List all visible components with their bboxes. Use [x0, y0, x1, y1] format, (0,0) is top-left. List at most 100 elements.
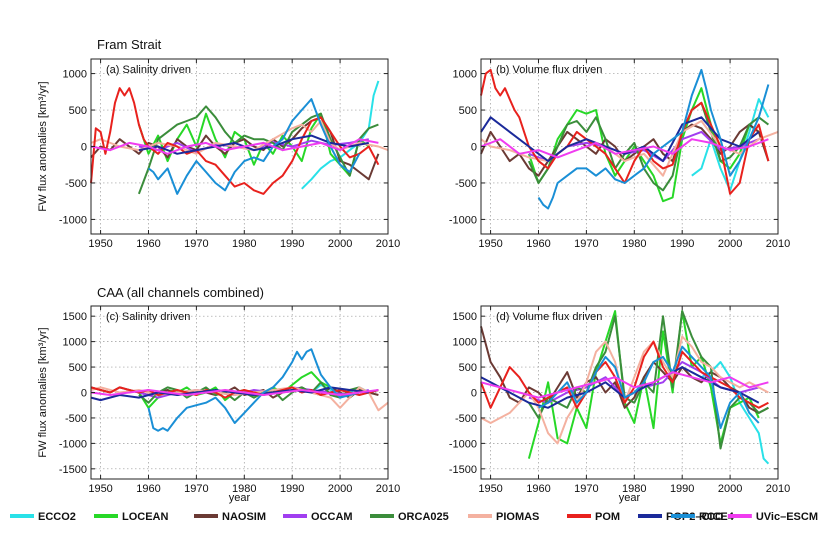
y-tick-label: 0: [81, 388, 87, 400]
x-tick-label: 1990: [280, 238, 304, 250]
y-tick-label: 500: [69, 105, 87, 117]
series-line-rco: [537, 68, 770, 210]
y-tick-label: -1000: [449, 438, 477, 450]
y-tick-label: -1500: [59, 464, 87, 476]
y-tick-label: -500: [65, 413, 87, 425]
y-tick-label: 500: [459, 362, 477, 374]
x-tick-label: 2000: [718, 238, 742, 250]
series-line-pop2-cice4: [138, 134, 369, 155]
panel-label: (a) Salinity driven: [106, 64, 191, 76]
y-tick-label: -1000: [59, 438, 87, 450]
x-tick-label: 1950: [88, 483, 112, 495]
legend-label: LOCEAN: [122, 511, 169, 523]
panel-c: 1950 1960 1970 1980 1990 2000 2010 -1500 -1000 -5…: [37, 305, 400, 504]
panel-label: (c) Salinity driven: [106, 311, 190, 323]
legend-item-occam: OCCAM: [283, 511, 353, 523]
x-tick-label: 1980: [622, 238, 646, 250]
x-tick-label: 1960: [526, 483, 550, 495]
y-tick-label: -500: [65, 178, 87, 190]
x-axis-label: year: [229, 492, 251, 504]
legend-label: NAOSIM: [222, 511, 266, 523]
y-axis-label: FW flux anomalies [km³/yr]: [37, 327, 49, 457]
legend-label: UVic–ESCM: [756, 511, 818, 523]
x-tick-label: 2000: [328, 483, 352, 495]
x-tick-label: 1980: [232, 238, 256, 250]
x-tick-label: 1960: [526, 238, 550, 250]
x-axis-label: year: [619, 492, 641, 504]
legend-item-naosim: NAOSIM: [194, 511, 266, 523]
x-tick-label: 1980: [622, 483, 646, 495]
y-tick-label: 1500: [63, 311, 87, 323]
y-tick-label: -1500: [449, 464, 477, 476]
series-line-rco: [538, 345, 760, 430]
panel-label: (d) Volume flux driven: [496, 311, 602, 323]
series-line-pom: [480, 340, 769, 409]
x-tick-label: 2000: [328, 238, 352, 250]
legend: ECCO2 LOCEAN NAOSIM OCCAM ORCA025 PIOMAS POM PO…: [10, 511, 818, 523]
x-tick-label: 1950: [88, 238, 112, 250]
x-tick-label: 1990: [670, 238, 694, 250]
y-tick-label: 0: [471, 388, 477, 400]
legend-item-orca025: ORCA025: [370, 511, 449, 523]
legend-label: RCO: [699, 511, 724, 523]
panel-d: 1950 1960 1970 1980 1990 2000 2010 -1500 -1000 -5…: [449, 305, 790, 504]
section-title-fram: Fram Strait: [97, 37, 162, 52]
series-line-pop2-cice4: [480, 116, 760, 163]
y-tick-label: 1500: [453, 311, 477, 323]
series-line-rco: [147, 348, 360, 432]
series-line-uvic-escm: [480, 138, 769, 159]
x-tick-label: 1970: [184, 483, 208, 495]
y-tick-label: 500: [459, 105, 477, 117]
legend-item-ecco2: ECCO2: [10, 511, 76, 523]
y-tick-label: 500: [69, 362, 87, 374]
series-line-pop2-cice4: [90, 386, 369, 402]
y-tick-label: 0: [81, 142, 87, 154]
y-tick-label: -500: [455, 178, 477, 190]
y-tick-label: -1000: [59, 214, 87, 226]
panel-label: (b) Volume flux driven: [496, 64, 602, 76]
y-tick-label: 1000: [63, 69, 87, 81]
y-tick-label: 1000: [453, 69, 477, 81]
x-tick-label: 1960: [136, 483, 160, 495]
series-line-pom: [480, 68, 770, 195]
x-tick-label: 1970: [574, 238, 598, 250]
y-tick-label: -500: [455, 413, 477, 425]
x-tick-label: 2000: [718, 483, 742, 495]
legend-item-pom: POM: [567, 511, 620, 523]
x-tick-label: 1970: [574, 483, 598, 495]
x-tick-label: 1990: [670, 483, 694, 495]
section-title-caa: CAA (all channels combined): [97, 285, 264, 300]
y-tick-label: -1000: [449, 214, 477, 226]
legend-label: POM: [595, 511, 620, 523]
series-line-uvic-escm: [90, 389, 379, 396]
series-line-orca025: [527, 101, 770, 192]
panel-b: 1950 1960 1970 1980 1990 2000 2010 -1000 -500 0 50…: [449, 58, 790, 250]
x-tick-label: 2010: [376, 238, 400, 250]
legend-item-rco: RCO: [670, 511, 724, 523]
legend-label: ECCO2: [38, 511, 76, 523]
x-tick-label: 2010: [766, 483, 790, 495]
x-tick-label: 1990: [280, 483, 304, 495]
legend-item-piomas: PIOMAS: [468, 511, 539, 523]
series-line-uvic-escm: [480, 371, 769, 399]
x-tick-label: 1970: [184, 238, 208, 250]
y-tick-label: 1000: [453, 337, 477, 349]
x-tick-label: 1950: [478, 238, 502, 250]
legend-label: PIOMAS: [496, 511, 539, 523]
series-line-orca025: [137, 105, 379, 195]
series-line-ecco2: [301, 80, 380, 190]
panels: 1950 1960 1970 1980 1990 2000 2010 -1000 -500 0 50…: [37, 58, 790, 504]
panel-a: 1950 1960 1970 1980 1990 2000 2010 -1000 -500 0 50…: [37, 58, 400, 250]
x-tick-label: 2010: [766, 238, 790, 250]
legend-item-uvic-escm: UVic–ESCM: [727, 511, 818, 523]
x-tick-label: 1960: [136, 238, 160, 250]
x-tick-label: 1980: [232, 483, 256, 495]
y-tick-label: 1000: [63, 337, 87, 349]
x-tick-label: 2010: [376, 483, 400, 495]
y-axis-label: FW flux anomalies [km³/yr]: [37, 81, 49, 211]
series-line-orca025: [528, 310, 769, 450]
legend-label: OCCAM: [311, 511, 353, 523]
series-line-rco: [147, 98, 361, 195]
legend-item-locean: LOCEAN: [94, 511, 169, 523]
